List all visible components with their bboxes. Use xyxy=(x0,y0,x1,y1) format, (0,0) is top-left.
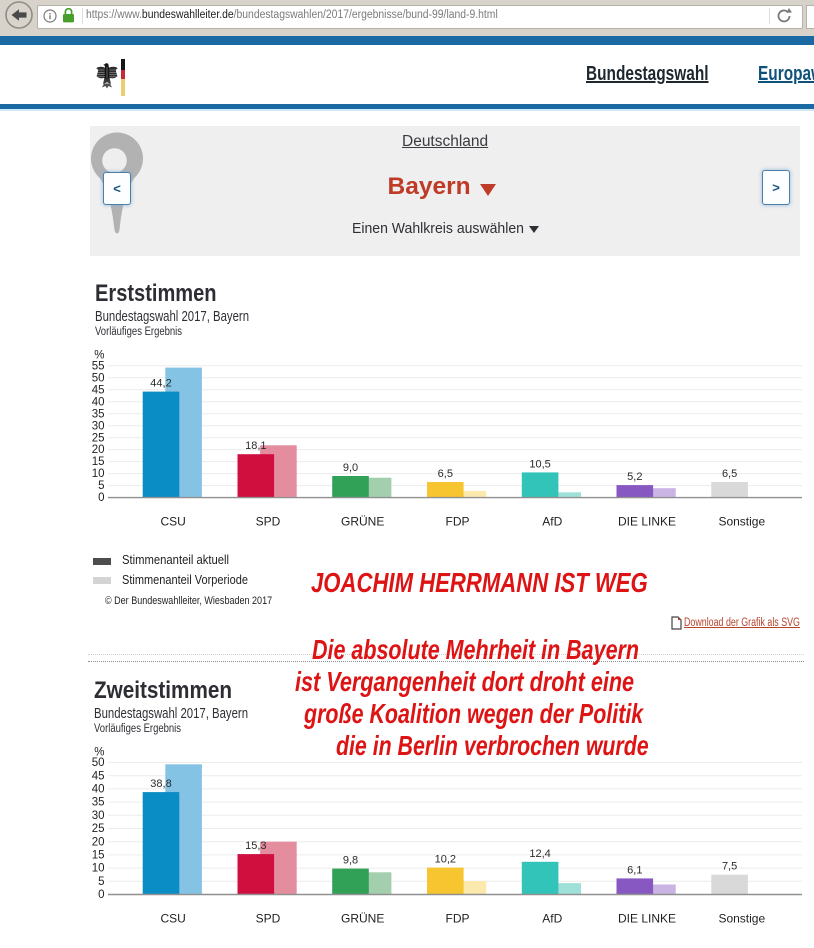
svg-text:6,5: 6,5 xyxy=(438,468,453,480)
svg-text:25: 25 xyxy=(92,432,105,444)
svg-text:10: 10 xyxy=(92,468,105,480)
svg-text:CSU: CSU xyxy=(161,515,186,529)
svg-text:SPD: SPD xyxy=(256,515,281,529)
svg-text:15: 15 xyxy=(92,850,105,862)
svg-text:%: % xyxy=(94,746,104,758)
svg-text:55: 55 xyxy=(92,360,105,372)
svg-text:FDP: FDP xyxy=(446,912,470,926)
svg-text:40: 40 xyxy=(92,396,105,408)
svg-text:50: 50 xyxy=(92,372,105,384)
svg-text:45: 45 xyxy=(92,384,105,396)
svg-text:35: 35 xyxy=(92,408,105,420)
svg-text:FDP: FDP xyxy=(446,515,470,529)
svg-text:7,5: 7,5 xyxy=(722,861,737,873)
svg-text:SPD: SPD xyxy=(256,912,281,926)
svg-text:AfD: AfD xyxy=(542,515,562,529)
svg-text:GRÜNE: GRÜNE xyxy=(341,515,384,529)
svg-text:44,2: 44,2 xyxy=(150,378,171,390)
svg-text:10,2: 10,2 xyxy=(435,854,456,866)
svg-text:40: 40 xyxy=(92,784,105,796)
svg-text:CSU: CSU xyxy=(161,912,186,926)
svg-text:45: 45 xyxy=(92,770,105,782)
svg-text:20: 20 xyxy=(92,444,105,456)
svg-text:GRÜNE: GRÜNE xyxy=(341,912,384,926)
svg-text:38,8: 38,8 xyxy=(150,778,171,790)
svg-text:12,4: 12,4 xyxy=(529,848,550,860)
svg-text:9,8: 9,8 xyxy=(343,855,358,867)
svg-text:0: 0 xyxy=(98,492,104,504)
svg-text:5,2: 5,2 xyxy=(627,471,642,483)
svg-text:30: 30 xyxy=(92,810,105,822)
svg-text:6,1: 6,1 xyxy=(627,864,642,876)
svg-text:25: 25 xyxy=(92,823,105,835)
svg-text:AfD: AfD xyxy=(542,912,562,926)
svg-text:9,0: 9,0 xyxy=(343,462,358,474)
svg-text:%: % xyxy=(94,350,104,362)
svg-text:10: 10 xyxy=(92,863,105,875)
svg-text:10,5: 10,5 xyxy=(529,458,550,470)
svg-text:18,1: 18,1 xyxy=(245,440,266,452)
svg-text:30: 30 xyxy=(92,420,105,432)
svg-text:6,5: 6,5 xyxy=(722,468,737,480)
svg-text:50: 50 xyxy=(92,757,105,769)
svg-text:15: 15 xyxy=(92,456,105,468)
svg-text:35: 35 xyxy=(92,797,105,809)
svg-text:0: 0 xyxy=(98,889,104,901)
svg-text:20: 20 xyxy=(92,836,105,848)
svg-text:DIE LINKE: DIE LINKE xyxy=(618,912,676,926)
svg-text:5: 5 xyxy=(98,876,104,888)
svg-text:Sonstige: Sonstige xyxy=(718,515,765,529)
svg-text:5: 5 xyxy=(98,480,104,492)
svg-text:15,3: 15,3 xyxy=(245,840,266,852)
svg-text:DIE LINKE: DIE LINKE xyxy=(618,515,676,529)
svg-text:Sonstige: Sonstige xyxy=(718,912,765,926)
